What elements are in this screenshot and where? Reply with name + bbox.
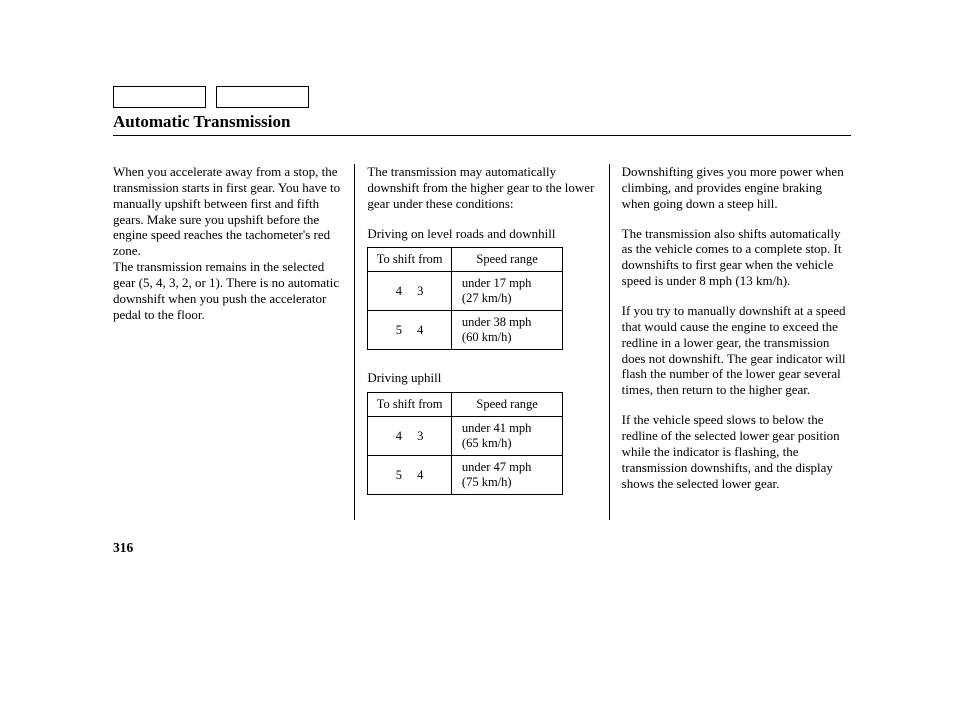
paragraph: The transmission may automatically downs… <box>367 164 596 212</box>
table-header: To shift from <box>368 248 452 272</box>
speed-line2: (65 km/h) <box>462 436 556 451</box>
speed-line1: under 47 mph <box>462 460 531 474</box>
downshift-table-level: To shift from Speed range 4 3 under 17 m… <box>367 247 563 350</box>
shift-from: 5 <box>383 468 408 483</box>
shift-from: 4 <box>383 429 408 444</box>
speed-line1: under 17 mph <box>462 276 531 290</box>
speed-line2: (27 km/h) <box>462 291 556 306</box>
shift-to: 3 <box>411 284 436 299</box>
paragraph: The transmission remains in the selected… <box>113 259 342 322</box>
header-box-1 <box>113 86 206 108</box>
content-columns: When you accelerate away from a stop, th… <box>113 164 851 520</box>
paragraph: If you try to manually downshift at a sp… <box>622 303 851 398</box>
speed-line2: (75 km/h) <box>462 475 556 490</box>
table-row: 4 3 under 41 mph (65 km/h) <box>368 417 563 456</box>
downshift-table-uphill: To shift from Speed range 4 3 under 41 m… <box>367 392 563 495</box>
table-cell: 5 4 <box>368 456 452 495</box>
speed-line1: under 38 mph <box>462 315 531 329</box>
table-cell: under 47 mph (75 km/h) <box>451 456 562 495</box>
table-header: Speed range <box>451 393 562 417</box>
table-cell: under 38 mph (60 km/h) <box>451 311 562 350</box>
page-number: 316 <box>113 540 133 556</box>
table-header-row: To shift from Speed range <box>368 248 563 272</box>
table-cell: under 17 mph (27 km/h) <box>451 272 562 311</box>
table-row: 5 4 under 47 mph (75 km/h) <box>368 456 563 495</box>
column-left: When you accelerate away from a stop, th… <box>113 164 354 520</box>
table-caption: Driving uphill <box>367 370 596 386</box>
shift-to: 4 <box>411 468 436 483</box>
table-row: 5 4 under 38 mph (60 km/h) <box>368 311 563 350</box>
table-cell: 5 4 <box>368 311 452 350</box>
page-title: Automatic Transmission <box>113 112 851 136</box>
column-middle: The transmission may automatically downs… <box>354 164 609 520</box>
paragraph: Downshifting gives you more power when c… <box>622 164 851 212</box>
paragraph: If the vehicle speed slows to below the … <box>622 412 851 491</box>
header-box-2 <box>216 86 309 108</box>
table-cell: 4 3 <box>368 417 452 456</box>
header-placeholder-boxes <box>113 86 851 108</box>
shift-from: 4 <box>383 284 408 299</box>
table-header: To shift from <box>368 393 452 417</box>
shift-to: 4 <box>411 323 436 338</box>
table-cell: under 41 mph (65 km/h) <box>451 417 562 456</box>
table-cell: 4 3 <box>368 272 452 311</box>
shift-to: 3 <box>411 429 436 444</box>
table-row: 4 3 under 17 mph (27 km/h) <box>368 272 563 311</box>
speed-line1: under 41 mph <box>462 421 531 435</box>
column-right: Downshifting gives you more power when c… <box>610 164 851 520</box>
paragraph: The transmission also shifts automatical… <box>622 226 851 289</box>
table-header: Speed range <box>451 248 562 272</box>
manual-page: Automatic Transmission When you accelera… <box>113 86 851 520</box>
speed-line2: (60 km/h) <box>462 330 556 345</box>
shift-from: 5 <box>383 323 408 338</box>
paragraph: When you accelerate away from a stop, th… <box>113 164 342 259</box>
table-header-row: To shift from Speed range <box>368 393 563 417</box>
table-caption: Driving on level roads and downhill <box>367 226 596 242</box>
